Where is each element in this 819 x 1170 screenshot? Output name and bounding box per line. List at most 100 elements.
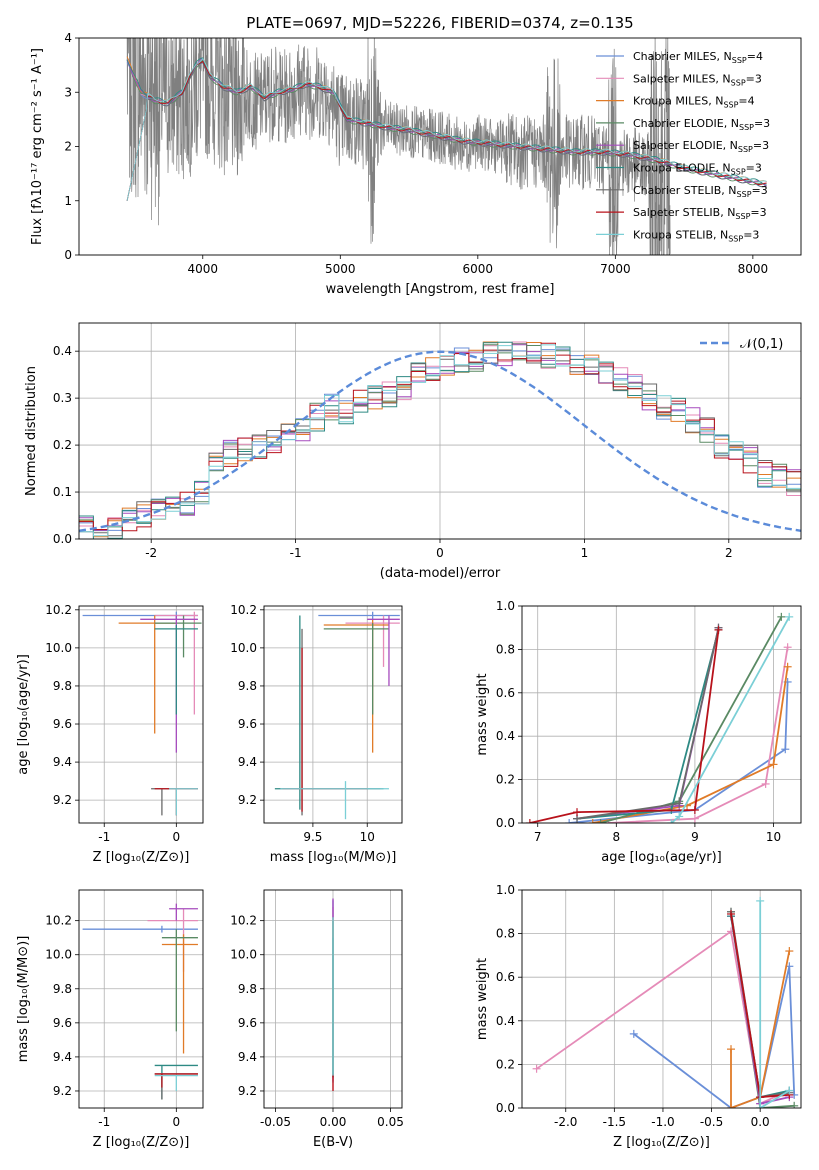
- legend-value: =3: [753, 139, 769, 152]
- legend-entry: Salpeter MILES, NSSP=3: [633, 72, 762, 87]
- legend-subscript: SSP: [739, 123, 754, 132]
- y-tick-label: 0.8: [496, 642, 515, 656]
- y-tick-label: 2: [64, 140, 72, 154]
- legend-value: =3: [743, 228, 759, 241]
- legend-value: =4: [738, 95, 754, 108]
- x-tick-label: 10: [766, 830, 781, 844]
- y-axis-label: Normed distribution: [24, 366, 39, 496]
- weight-series-line: [608, 647, 789, 823]
- histogram-series: [79, 342, 801, 532]
- x-tick-label: -2: [145, 546, 157, 560]
- x-tick-label: 9: [691, 830, 699, 844]
- legend-value: =3: [750, 206, 766, 219]
- x-tick-label: 8: [612, 830, 620, 844]
- legend-value: =3: [746, 162, 762, 175]
- x-tick-label: 7: [534, 830, 542, 844]
- x-axis-label: Z [log₁₀(Z/Z⊙)]: [613, 1135, 710, 1150]
- legend-text: Kroupa ELODIE, N: [633, 162, 731, 175]
- histogram-series: [79, 344, 801, 531]
- x-tick-label: -1.0: [651, 1115, 674, 1129]
- y-tick-label: 9.2: [53, 793, 72, 807]
- y-tick-label: 9.4: [238, 1050, 257, 1064]
- x-tick-label: -0.5: [700, 1115, 723, 1129]
- y-tick-label: 1.0: [496, 883, 515, 897]
- age-vs-mass-panel: 9.5 10 9.2 9.4 9.6 9.8 10.0 10.2 mass [log₁₀(M/M…: [230, 603, 403, 865]
- legend-subscript: SSP: [738, 145, 753, 154]
- axes-frame: [78, 605, 204, 824]
- legend-value: =4: [747, 50, 763, 63]
- weight-series-line: [592, 666, 789, 823]
- x-tick-label: 0.00: [320, 1115, 347, 1129]
- legend-text: Salpeter ELODIE, N: [633, 139, 738, 152]
- histogram-series: [79, 344, 801, 537]
- y-tick-label: 9.4: [238, 755, 257, 769]
- spectrum-panel: 4000 5000 6000 7000 8000 0 1 2 3 4 wavelength [Ang…: [30, 31, 802, 297]
- legend-entry: Kroupa MILES, NSSP=4: [633, 95, 755, 110]
- y-tick-label: 10.0: [45, 948, 72, 962]
- weight-series-line: [536, 929, 790, 1105]
- x-axis-label: Z [log₁₀(Z/Z⊙)]: [93, 1135, 190, 1150]
- x-tick-label: 0: [173, 830, 181, 844]
- x-tick-label: 7000: [600, 262, 631, 276]
- legend-text: Chabrier MILES, N: [633, 50, 732, 63]
- x-tick-label: 1: [581, 546, 589, 560]
- weight-vs-metallicity-panel: -2.0 -1.5 -1.0 -0.5 0.0 0.0 0.2 0.4 0.6 0.8 1.0 Z […: [475, 883, 802, 1150]
- axes-frame: [263, 889, 403, 1109]
- y-tick-label: 10.2: [45, 914, 72, 928]
- y-tick-label: 9.4: [53, 755, 72, 769]
- y-tick-label: 9.4: [53, 1050, 72, 1064]
- weight-series-line: [730, 911, 795, 1108]
- y-tick-label: 9.2: [238, 1084, 257, 1098]
- plot-area: [79, 341, 801, 539]
- weight-series-line: [670, 616, 790, 823]
- x-tick-label: 9.5: [303, 830, 322, 844]
- x-tick-label: 4000: [187, 262, 218, 276]
- y-tick-label: 10.0: [230, 948, 257, 962]
- x-axis-label: mass [log₁₀(M/M⊙)]: [270, 850, 397, 865]
- x-axis-label: wavelength [Angstrom, rest frame]: [326, 282, 555, 297]
- axes-frame: [78, 889, 204, 1109]
- histogram-series: [79, 343, 801, 537]
- y-tick-label: 0.2: [496, 773, 515, 787]
- legend-entry: Chabrier STELIB, NSSP=3: [633, 184, 768, 199]
- weight-series-line: [600, 616, 783, 823]
- y-tick-label: 0.2: [53, 438, 72, 452]
- observed-spectrum-line: [126, 38, 671, 255]
- y-tick-label: 0.6: [496, 970, 515, 984]
- x-tick-label: -1: [290, 546, 302, 560]
- axes-frame: [521, 605, 802, 824]
- y-tick-label: 9.8: [53, 679, 72, 693]
- y-tick-label: 9.8: [53, 982, 72, 996]
- x-axis-label: age [log₁₀(age/yr)]: [601, 850, 722, 865]
- legend-subscript: SSP: [731, 78, 746, 87]
- legend-subscript: SSP: [723, 101, 738, 110]
- residual-histogram-panel: -2 -1 0 1 2 0.0 0.1 0.2 0.3 0.4 (data-model)/error…: [24, 322, 802, 581]
- x-tick-label: 5000: [325, 262, 356, 276]
- x-tick-label: -1: [98, 1115, 110, 1129]
- histogram-series: [79, 341, 801, 539]
- y-axis-label: mass [log₁₀(M/M⊙)]: [16, 936, 31, 1063]
- x-tick-label: 8000: [738, 262, 769, 276]
- legend-entry: Salpeter ELODIE, NSSP=3: [633, 139, 769, 154]
- histogram-series: [79, 341, 801, 539]
- x-tick-label: 10: [360, 830, 375, 844]
- y-tick-label: 1: [64, 194, 72, 208]
- y-tick-label: 0.2: [496, 1057, 515, 1071]
- y-axis-label: mass weight: [475, 673, 490, 755]
- y-tick-label: 0.0: [53, 532, 72, 546]
- legend-entry: Chabrier MILES, NSSP=4: [633, 50, 763, 65]
- y-tick-label: 9.8: [238, 679, 257, 693]
- plot-area: [525, 612, 794, 823]
- gaussian-reference-curve: [79, 350, 801, 532]
- x-tick-label: 0: [173, 1115, 181, 1129]
- x-tick-label: 0.05: [377, 1115, 404, 1129]
- axes-frame: [521, 889, 802, 1109]
- y-tick-label: 9.6: [53, 717, 72, 731]
- y-tick-label: 4: [64, 31, 72, 45]
- x-tick-label: 6000: [463, 262, 494, 276]
- legend-entry: Kroupa STELIB, NSSP=3: [633, 228, 759, 243]
- y-tick-label: 10.2: [230, 603, 257, 617]
- y-tick-label: 10.2: [230, 914, 257, 928]
- x-axis-label: (data-model)/error: [380, 566, 501, 581]
- mass-vs-ebv-panel: -0.05 0.00 0.05 9.2 9.4 9.6 9.8 10.0 10.2 E(B-V): [230, 889, 404, 1150]
